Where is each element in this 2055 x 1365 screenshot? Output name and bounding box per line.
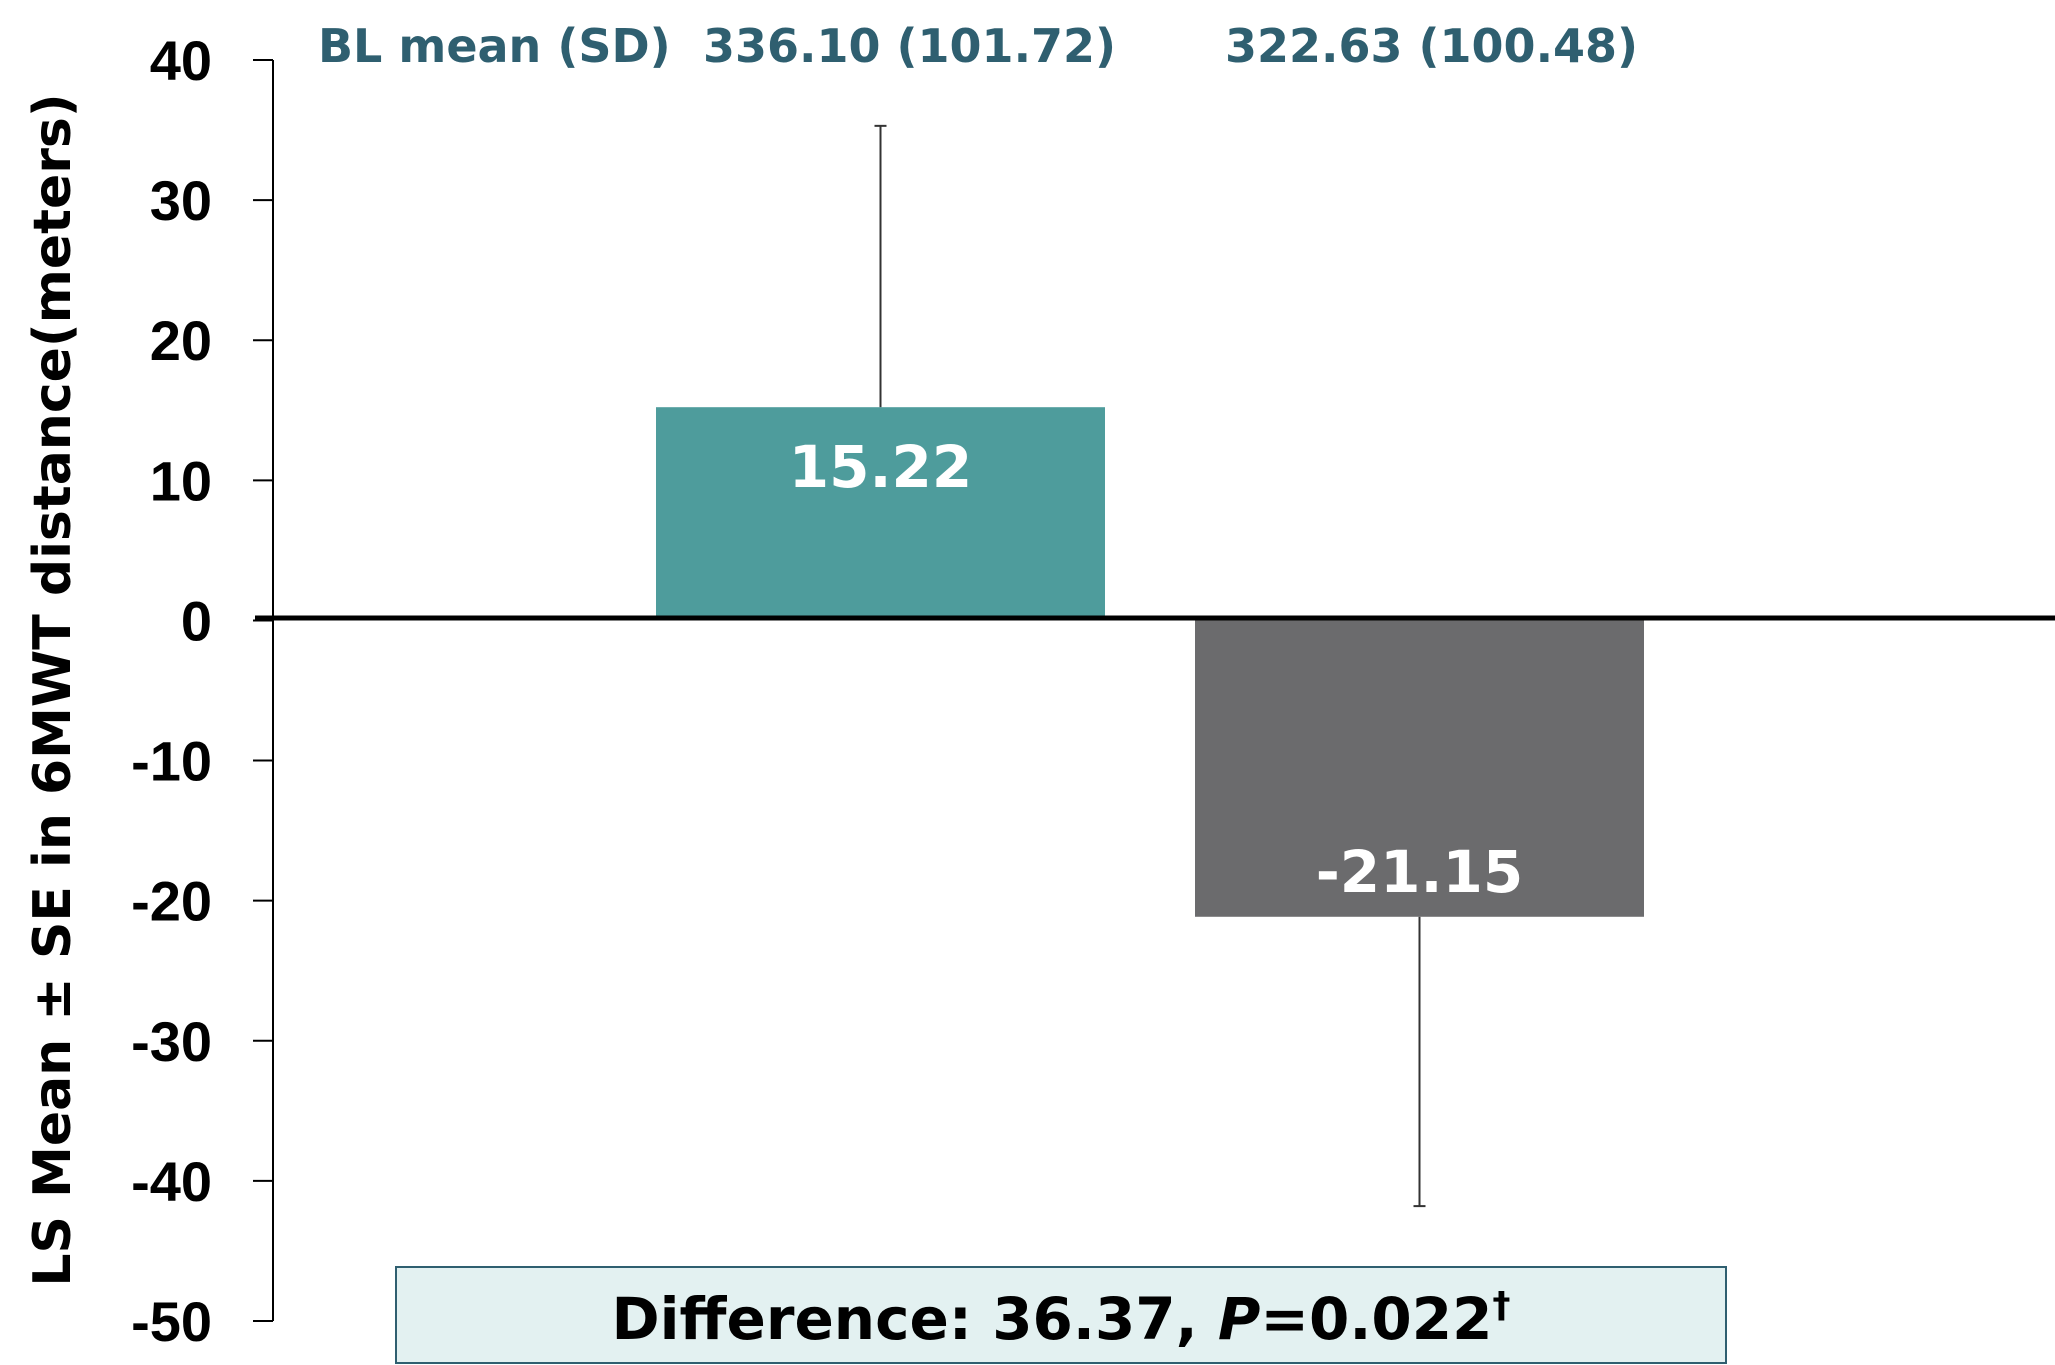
y-axis-ticks: 40 30 20 10 0 -10 -20 -30 -40 -50 <box>131 29 273 1353</box>
bars-group: 15.22 -21.15 <box>656 124 1644 1208</box>
baseline-value-2: 322.63 (100.48) <box>1225 19 1638 73</box>
p-letter: P <box>1218 1285 1261 1353</box>
difference-box <box>395 1266 1727 1364</box>
difference-prefix: Difference: 36.37, <box>612 1285 1218 1353</box>
difference-text: Difference: 36.37, P=0.022† <box>612 1285 1511 1353</box>
dagger-mark: † <box>1492 1285 1510 1326</box>
p-value: =0.022 <box>1260 1285 1492 1353</box>
y-tick-label: 10 <box>150 449 212 512</box>
y-tick-label: 0 <box>181 589 212 652</box>
baseline-value-1: 336.10 (101.72) <box>703 19 1116 73</box>
y-tick-label: 20 <box>150 309 212 372</box>
bar-2 <box>1195 620 1644 917</box>
bar-value-label-2: -21.15 <box>1316 838 1524 906</box>
bar-1 <box>656 407 1105 621</box>
y-axis-title: LS Mean ± SE in 6MWT distance(meters) <box>23 93 83 1286</box>
y-tick-label: 30 <box>150 169 212 232</box>
y-tick-label: -10 <box>131 730 212 793</box>
y-tick-label: -40 <box>131 1150 212 1213</box>
y-tick-label: 40 <box>150 29 212 92</box>
baseline-header: BL mean (SD) <box>318 19 671 73</box>
y-tick-label: -20 <box>131 870 212 933</box>
y-tick-label: -30 <box>131 1010 212 1073</box>
bar-value-label-1: 15.22 <box>789 433 972 501</box>
y-tick-label: -50 <box>131 1290 212 1353</box>
